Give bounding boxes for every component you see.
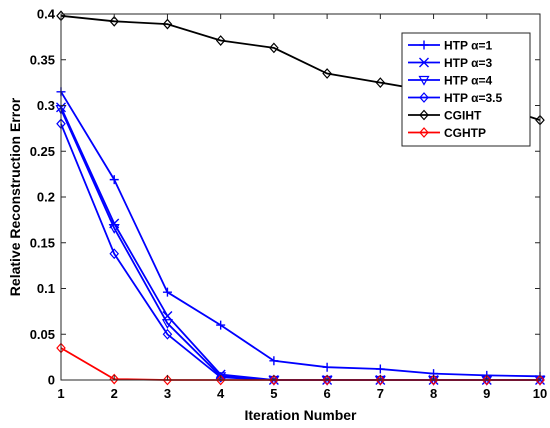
data-point <box>375 374 386 386</box>
data-point <box>162 287 172 297</box>
data-point <box>375 77 386 89</box>
legend-item: HTP α=1 <box>408 39 493 53</box>
legend-item: HTP α=3.5 <box>408 91 503 105</box>
y-tick-label: 0.15 <box>30 235 55 250</box>
data-point <box>322 362 332 372</box>
x-tick-label: 6 <box>323 386 330 401</box>
x-tick-label: 3 <box>164 386 171 401</box>
legend-label: HTP α=4 <box>444 74 493 88</box>
data-point <box>108 224 120 234</box>
x-axis-label: Iteration Number <box>244 407 357 423</box>
y-axis-label: Relative Reconstruction Error <box>7 97 23 296</box>
legend-box <box>401 32 531 147</box>
x-tick-label: 7 <box>377 386 384 401</box>
legend-marker <box>419 109 429 121</box>
x-tick-label: 9 <box>483 386 490 401</box>
legend-label: HTP α=3 <box>444 56 493 70</box>
legend-item: HTP α=3 <box>408 56 493 70</box>
y-tick-label: 0 <box>48 373 55 388</box>
y-tick-label: 0.3 <box>37 98 55 113</box>
legend-marker <box>419 40 429 50</box>
y-tick-label: 0.05 <box>30 327 55 342</box>
legend-marker <box>419 127 429 138</box>
data-point <box>215 374 226 386</box>
legend-marker <box>418 75 430 86</box>
y-tick-label: 0.25 <box>30 144 55 159</box>
data-point <box>269 374 279 386</box>
legend: HTP α=1 HTP α=3 HTP α=4 HTP α=3.5 CGIHT CGHTP <box>401 32 531 147</box>
data-point <box>162 374 173 386</box>
x-tick-label: 2 <box>111 386 118 401</box>
series-line-0 <box>60 91 541 378</box>
legend-item: CGHTP <box>408 126 486 140</box>
data-point <box>109 175 119 185</box>
axes-layer: 1 2 3 4 5 6 7 8 9 10 0 0.05 0.1 0.15 0.2 0.25 0.3 0.35 0.4 <box>30 7 548 402</box>
data-point <box>481 374 492 386</box>
data-point <box>109 15 120 27</box>
data-point <box>375 364 385 374</box>
y-tick-label: 0.2 <box>37 190 55 205</box>
data-point <box>215 371 226 383</box>
legend-label: HTP α=1 <box>444 39 493 53</box>
data-point <box>109 248 120 260</box>
data-point <box>216 320 226 330</box>
data-point <box>161 319 173 329</box>
data-point <box>322 68 332 79</box>
data-point <box>215 35 226 46</box>
data-point <box>322 374 332 386</box>
legend-item: HTP α=4 <box>408 74 493 88</box>
data-point <box>269 42 279 54</box>
x-tick-label: 5 <box>270 386 277 401</box>
y-tick-label: 0.1 <box>37 281 55 296</box>
x-tick-label: 8 <box>430 386 437 401</box>
y-tick-label: 0.35 <box>30 52 55 67</box>
x-tick-label: 4 <box>217 386 225 401</box>
legend-marker <box>419 57 429 68</box>
legend-item: CGIHT <box>408 109 482 123</box>
x-tick-label: 10 <box>533 386 547 401</box>
legend-label: CGHTP <box>444 126 486 140</box>
data-point <box>428 374 439 386</box>
legend-label: CGIHT <box>444 109 482 123</box>
data-point <box>162 18 173 30</box>
y-tick-label: 0.4 <box>37 7 56 22</box>
data-point <box>109 373 120 385</box>
x-tick-label: 1 <box>57 386 64 401</box>
legend-marker <box>419 92 429 103</box>
data-point <box>269 356 279 366</box>
legend-label: HTP α=3.5 <box>444 91 503 105</box>
data-point <box>162 328 173 340</box>
data-point <box>535 374 545 386</box>
